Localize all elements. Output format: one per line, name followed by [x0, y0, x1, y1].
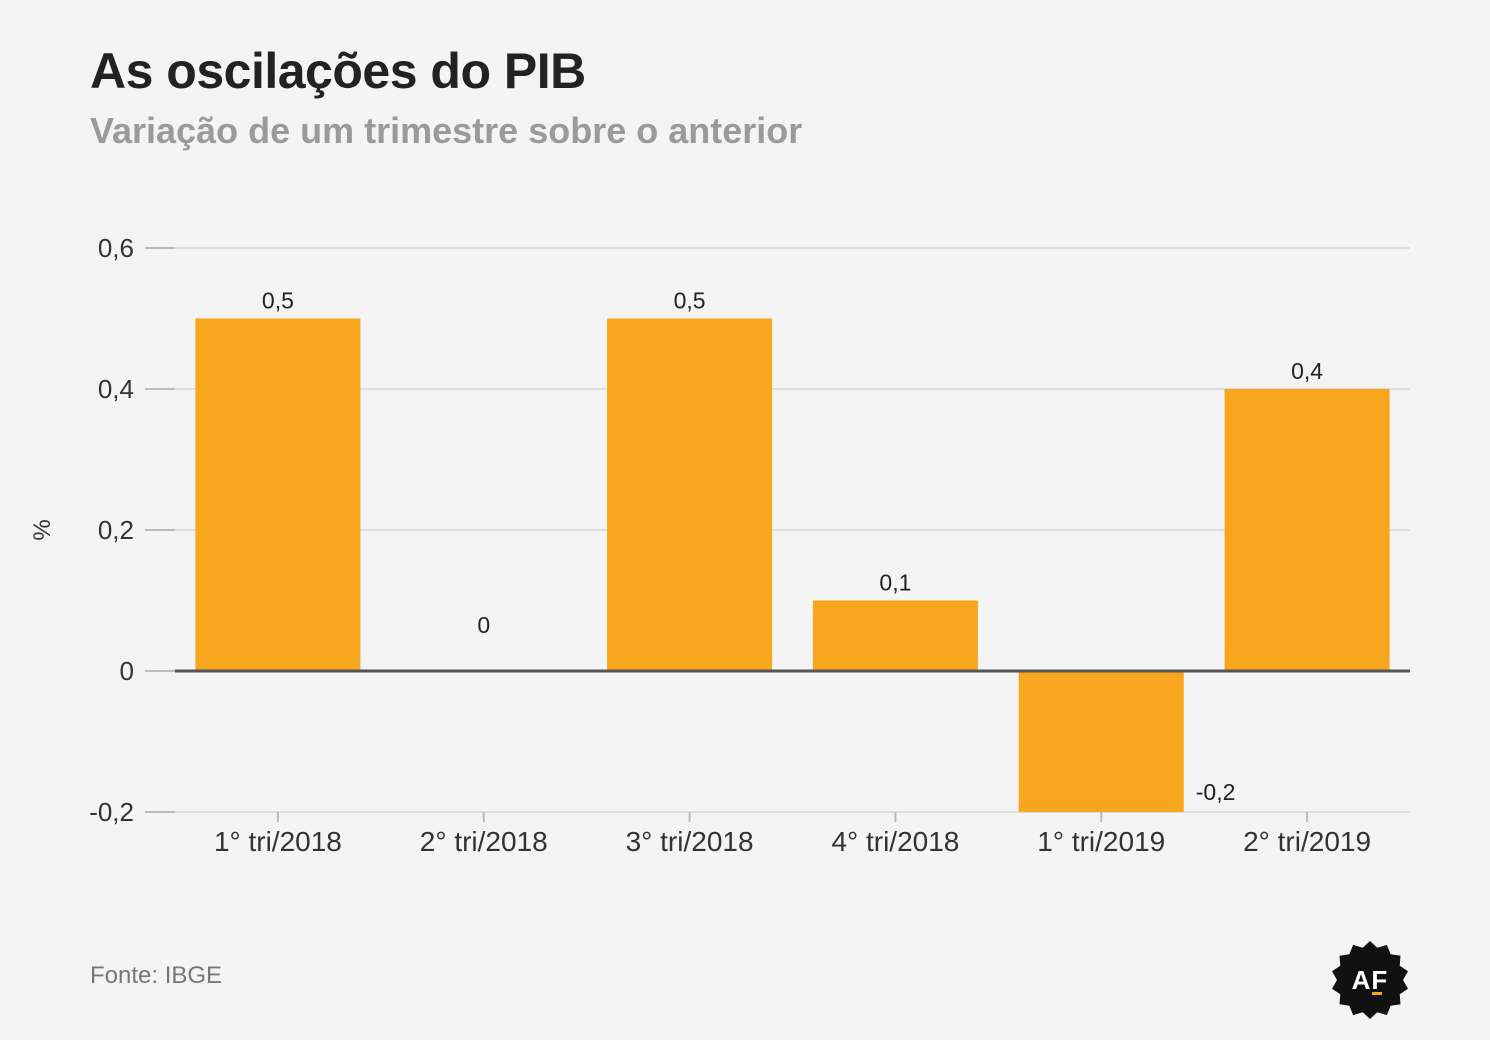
data-label: -0,2 [1196, 779, 1236, 805]
af-seal-logo-icon: AF [1330, 940, 1410, 1020]
data-labels: 0,5 0 0,5 0,1 -0,2 0,4 [262, 288, 1323, 806]
chart-title: As oscilações do PIB [90, 43, 586, 99]
x-tick-label: 2° tri/2019 [1243, 826, 1371, 857]
bar [1018, 671, 1184, 812]
x-tick-label: 3° tri/2018 [626, 826, 754, 857]
x-axis: 1° tri/2018 2° tri/2018 3° tri/2018 4° tri/… [214, 812, 1371, 857]
source-note: Fonte: IBGE [90, 962, 223, 989]
data-label: 0,5 [262, 288, 294, 314]
grid-lines [175, 247, 1410, 813]
data-label: 0,5 [674, 288, 706, 314]
logo-text: AF [1351, 965, 1389, 995]
y-axis: -0,2 0 0,2 0,4 0,6 [89, 233, 175, 827]
y-tick-label: 0,2 [98, 515, 134, 545]
y-tick-label: 0,4 [98, 374, 134, 404]
bar [812, 600, 978, 671]
y-tick-label: 0,6 [98, 233, 134, 263]
chart-subtitle: Variação de um trimestre sobre o anterio… [90, 110, 803, 151]
x-tick-label: 4° tri/2018 [831, 826, 959, 857]
bars [195, 318, 1390, 812]
x-tick-label: 2° tri/2018 [420, 826, 548, 857]
data-label: 0 [477, 612, 490, 638]
y-tick-label: 0 [120, 656, 134, 686]
bar [607, 318, 773, 671]
bar [195, 318, 361, 671]
x-tick-label: 1° tri/2019 [1037, 826, 1165, 857]
y-tick-label: -0,2 [89, 797, 134, 827]
y-axis-label: % [29, 519, 56, 540]
data-label: 0,4 [1291, 358, 1323, 384]
bar [1224, 389, 1390, 671]
x-tick-label: 1° tri/2018 [214, 826, 342, 857]
data-label: 0,1 [879, 570, 911, 596]
